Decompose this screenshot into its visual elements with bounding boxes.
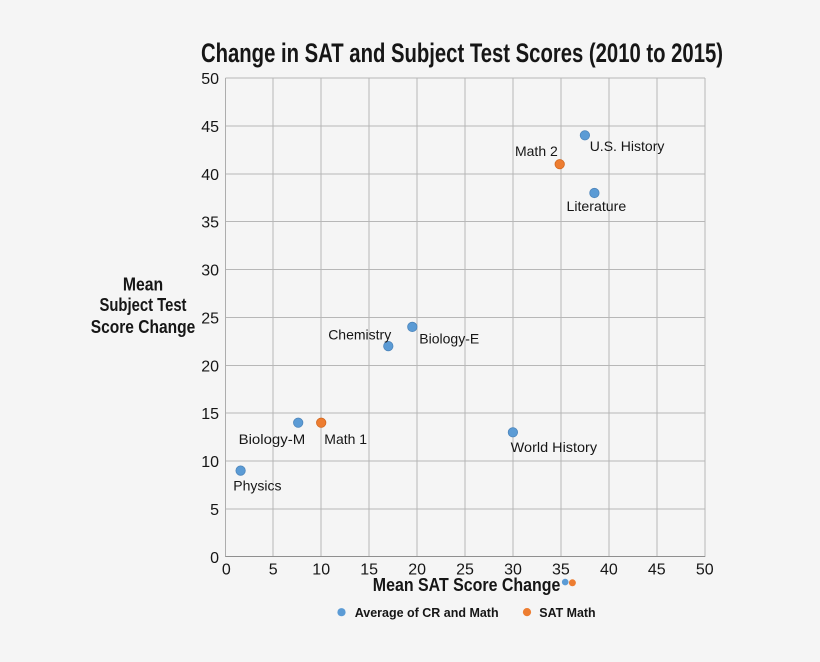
svg-text:45: 45 [201,119,219,136]
svg-text:Mean SAT Score Change: Mean SAT Score Change [373,575,561,595]
svg-text:50: 50 [696,562,714,579]
svg-text:Average of CR and Math: Average of CR and Math [355,605,499,620]
svg-text:15: 15 [360,562,378,579]
svg-text:Chemistry: Chemistry [328,327,391,343]
svg-text:25: 25 [201,310,219,327]
svg-text:Math 1: Math 1 [324,431,367,447]
svg-text:15: 15 [201,406,219,423]
svg-text:20: 20 [408,562,426,579]
svg-text:40: 40 [600,562,618,579]
svg-text:U.S. History: U.S. History [590,138,665,154]
svg-text:Literature: Literature [567,198,627,214]
svg-text:0: 0 [222,562,231,579]
svg-text:20: 20 [201,358,219,375]
svg-text:Physics: Physics [233,478,281,494]
svg-text:Biology-M: Biology-M [239,431,306,447]
svg-text:Score Change: Score Change [91,317,196,337]
svg-text:5: 5 [269,562,278,579]
svg-text:World History: World History [511,439,597,455]
svg-text:Change in SAT and Subject Test: Change in SAT and Subject Test Scores (2… [201,38,723,68]
svg-text:40: 40 [201,167,219,184]
svg-text:10: 10 [312,562,330,579]
svg-text:0: 0 [210,550,219,567]
svg-text:45: 45 [648,562,666,579]
svg-text:5: 5 [210,502,219,519]
svg-text:SAT Math: SAT Math [539,605,595,620]
svg-text:50: 50 [201,71,219,88]
svg-text:10: 10 [201,454,219,471]
svg-text:Biology-E: Biology-E [419,331,479,347]
svg-text:Mean: Mean [123,274,163,294]
svg-text:30: 30 [504,562,522,579]
svg-text:30: 30 [201,263,219,280]
svg-text:Subject Test: Subject Test [100,295,187,315]
svg-text:35: 35 [552,562,570,579]
svg-text:Math 2: Math 2 [515,143,558,159]
svg-text:25: 25 [456,562,474,579]
svg-text:35: 35 [201,215,219,232]
